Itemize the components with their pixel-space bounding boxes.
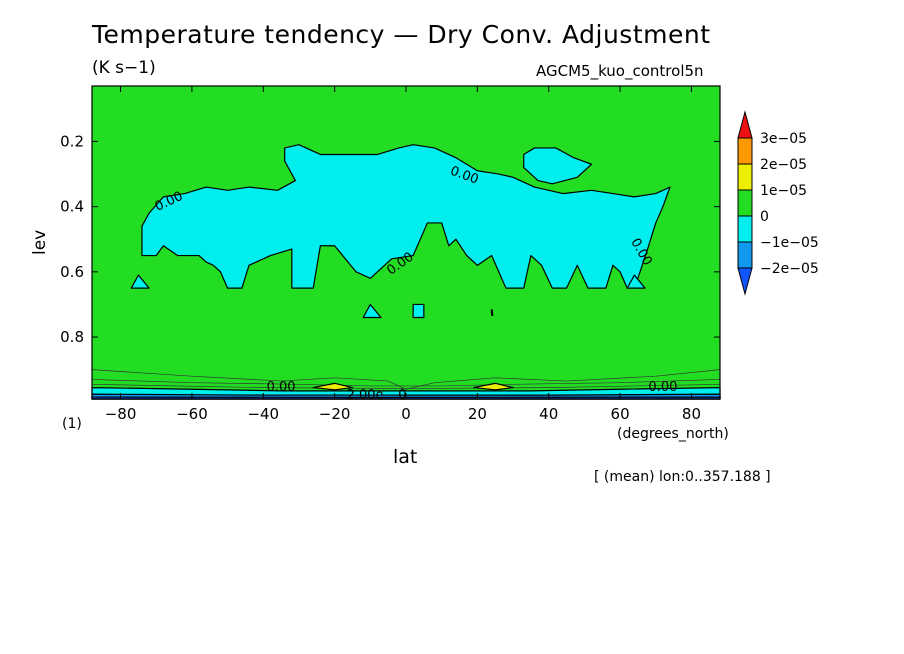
y-tick-label: 0.2	[60, 132, 84, 150]
x-tick-label: 0	[401, 405, 411, 423]
colorbar-swatch	[737, 215, 753, 243]
y-tick-label: 0.6	[60, 263, 84, 281]
colorbar-swatch	[737, 241, 753, 269]
left-triangle-region	[130, 274, 150, 289]
colorbar-swatch	[737, 163, 753, 191]
small-patch-left	[362, 303, 382, 319]
x-tick-label: −40	[247, 405, 279, 423]
colorbar-label: 3e−05	[760, 131, 807, 147]
run-label: AGCM5_kuo_control5n	[536, 62, 704, 80]
chart-title: Temperature tendency — Dry Conv. Adjustm…	[92, 20, 711, 49]
contour-label-7: 0	[398, 388, 406, 403]
contour-label-6: −2.00e	[336, 388, 384, 403]
contour-line-near-surface-1	[91, 379, 721, 387]
colorbar-label: 1e−05	[760, 183, 807, 199]
x-tick-label: −20	[319, 405, 351, 423]
main-negative-region	[141, 144, 671, 289]
colorbar-label: −2e−05	[760, 261, 819, 277]
colorbar-label: 0	[760, 209, 769, 225]
small-contour-mark	[490, 309, 494, 316]
right-triangle-region	[626, 274, 646, 289]
mean-footer: [ (mean) lon:0..357.188 ]	[594, 469, 771, 485]
small-patch-right	[412, 303, 425, 319]
contour-label-4: 0.00	[267, 380, 296, 395]
contour-line-near-surface-2	[91, 383, 721, 389]
colorbar-label: −1e−05	[760, 235, 819, 251]
colorbar-top-arrow	[737, 110, 753, 139]
colorbar-swatch	[737, 189, 753, 217]
x-tick-label: 60	[611, 405, 630, 423]
positive-blob-south	[312, 382, 354, 391]
colorbar-swatch	[737, 137, 753, 165]
contour-label-5: 0.00	[648, 380, 677, 395]
upper-right-negative-region	[523, 147, 593, 185]
x-axis-label: lat	[393, 446, 418, 468]
x-tick-label: −80	[105, 405, 137, 423]
y-scale-note: (1)	[62, 416, 82, 432]
x-tick-label: −60	[176, 405, 208, 423]
positive-blob-north	[473, 382, 514, 391]
y-tick-label: 0.4	[60, 198, 84, 216]
x-tick-label: 80	[682, 405, 701, 423]
units-label: (K s−1)	[92, 58, 156, 78]
colorbar-bottom-arrow	[737, 267, 753, 296]
x-tick-label: 40	[539, 405, 558, 423]
x-tick-label: 20	[468, 405, 487, 423]
y-tick-label: 0.8	[60, 328, 84, 346]
x-axis-unit: (degrees_north)	[617, 426, 729, 442]
colorbar-label: 2e−05	[760, 157, 807, 173]
contour-line-near-surface-0	[91, 369, 721, 390]
